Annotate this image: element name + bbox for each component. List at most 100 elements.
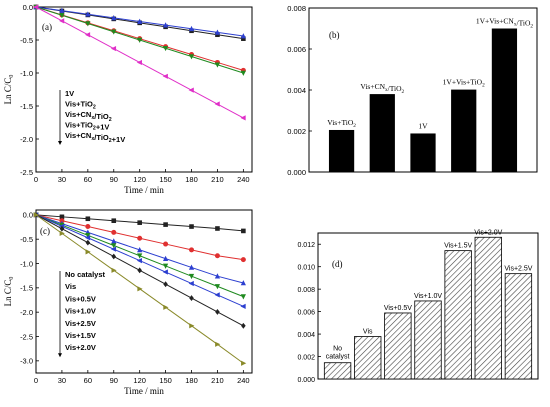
legend-entry: Vis+TiO2 [65,100,96,111]
data-point [59,214,65,220]
x-tick-label: 240 [237,175,250,184]
data-point [137,18,143,24]
legend-arrow-head [58,353,62,358]
y-tick-label: -1.5 [20,102,33,111]
legend-entry: Vis+2.0V [65,343,96,352]
data-point [240,257,246,263]
y-tick-label: -3.0 [20,357,33,366]
bar [504,273,533,380]
panel-label: (b) [329,30,340,40]
series-3 [33,4,246,76]
legend-entry: Vis+CNx/TiO2 [65,110,112,123]
y-tick-label: -1.0 [20,69,33,78]
y-tick-label: -2.0 [20,308,33,317]
y-tick-label: 0.000 [287,168,306,177]
bar-label: Vis+0.5V [384,305,412,312]
x-tick-label: 150 [159,376,172,385]
y-tick-label: 0.006 [297,309,315,316]
chart-b: 0.000 0.002 0.004 0.006 0.008 Vis+TiO2 Vis+CNx… [287,4,538,177]
data-point [137,246,143,253]
legend-arrow-head [58,141,62,145]
panel-label: (d) [332,259,343,269]
x-tick-label: 210 [211,376,224,385]
plot-frame [35,209,253,374]
data-point [59,225,65,232]
data-point [188,54,195,60]
data-point [240,70,246,76]
data-point [240,280,246,286]
data-point [188,87,194,93]
y-tick-label: 0.010 [297,264,315,271]
bar [491,28,518,172]
legend-entry: Vis+1.5V [65,331,96,340]
data-point [215,226,220,231]
bar [369,94,395,172]
legend-entry: Vis+1.0V [65,307,96,316]
data-point [162,73,168,79]
data-point [84,32,91,38]
series-6 [33,212,247,366]
y-tick-label: 0.000 [297,377,315,384]
y-tick-label: 0.004 [297,332,315,339]
data-point [214,253,220,259]
data-point [188,25,195,32]
plot-frame [35,6,253,173]
data-point [111,243,117,249]
panel-label: (c) [40,226,50,236]
y-tick-label: 0.012 [297,242,315,249]
bar-label: Vis+1.0V [414,293,442,300]
data-point [189,247,195,253]
data-point [163,263,169,269]
data-point [241,36,246,41]
y-tick-label: 0.008 [287,4,306,13]
data-point [240,303,246,309]
data-point [111,238,117,244]
data-point [137,253,143,259]
y-tick-label: 0.002 [297,354,315,361]
y-tick-label: 0.008 [297,287,315,294]
bar [323,362,352,380]
data-point [111,253,117,260]
data-point [137,220,142,225]
data-point [163,304,169,310]
bar [444,250,472,380]
y-tick-label: -2.5 [20,332,33,341]
x-tick-label: 30 [58,175,66,184]
series-2 [33,4,246,39]
bar-label: 1V+Vis+CNx/TiO2 [476,17,534,30]
data-point [85,249,91,255]
data-point [59,218,65,224]
x-axis-label: Time / min [124,386,164,396]
bar-label: Vis+TiO2 [327,118,356,129]
data-point [188,273,195,280]
x-tick-label: 180 [185,175,198,184]
data-point [85,239,91,246]
x-tick-label: 120 [133,175,146,184]
data-point [214,284,221,290]
data-point [214,292,220,298]
bar [354,336,382,380]
data-point [188,280,194,287]
data-point [59,12,65,19]
x-tick-label: 0 [34,175,38,184]
x-tick-label: 60 [84,376,92,385]
data-point [189,323,195,329]
x-tick-label: 180 [185,376,198,385]
data-point [215,341,221,347]
y-tick-label: -0.5 [20,36,33,45]
x-tick-label: 120 [133,376,146,385]
y-axis-label: Ln C/C0 [3,75,15,105]
legend-entry: Vis+CNx/TiO2+1V [65,131,125,144]
legend-entry: Vis+0.5V [65,294,96,303]
legend-entry: Vis+TiO2+1V [65,121,109,132]
series-4 [33,4,246,121]
data-point [214,101,220,107]
x-tick-label: 60 [84,175,92,184]
data-point [111,267,117,273]
legend-entry: 1V [65,89,74,98]
data-point [85,21,91,27]
data-point [163,241,169,247]
data-point [189,224,194,229]
bar-label: Vis+1.5V [444,243,472,250]
y-tick-label: 0.0 [23,3,33,12]
